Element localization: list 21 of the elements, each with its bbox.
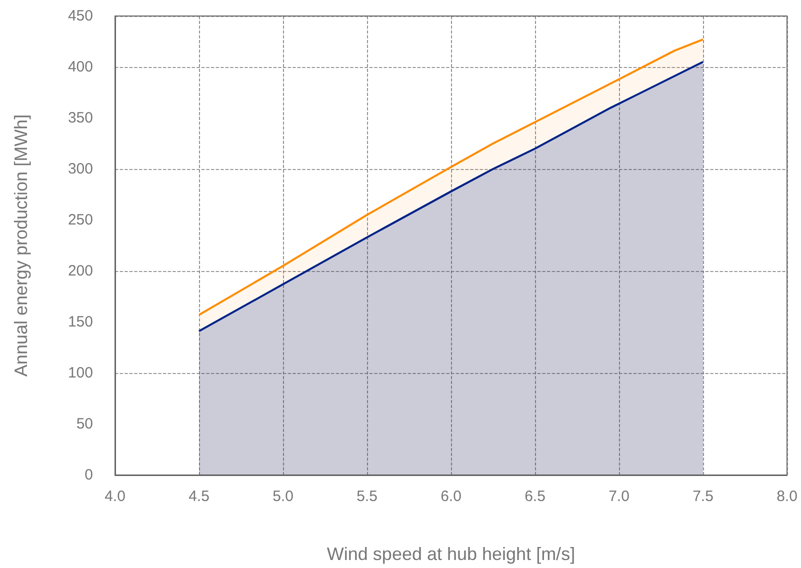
x-tick-label: 6.0 xyxy=(440,488,462,505)
x-tick-label: 7.0 xyxy=(608,488,630,505)
y-tick-label: 50 xyxy=(76,416,93,432)
x-tick-label: 4.0 xyxy=(104,488,126,505)
x-tick-label: 5.0 xyxy=(272,488,294,505)
x-tick-label: 6.5 xyxy=(524,488,546,505)
x-tick-label: 7.5 xyxy=(692,488,714,505)
y-tick-label: 100 xyxy=(68,364,93,382)
y-tick-label: 0 xyxy=(84,466,93,484)
y-tick-label: 150 xyxy=(68,314,93,330)
y-tick-label: 250 xyxy=(68,212,93,228)
y-tick-label: 450 xyxy=(68,8,93,24)
y-tick-label: 300 xyxy=(68,160,93,178)
x-tick-label: 5.5 xyxy=(356,488,378,505)
y-tick-label: 400 xyxy=(68,58,93,76)
y-tick-label: 200 xyxy=(68,262,93,280)
y-tick-label: 350 xyxy=(68,110,93,126)
x-tick-label: 8.0 xyxy=(776,488,798,505)
x-tick-label: 4.5 xyxy=(188,488,210,505)
x-axis-title: Wind speed at hub height [m/s] xyxy=(326,544,576,564)
y-axis-title: Annual energy production [MWh] xyxy=(11,114,31,377)
